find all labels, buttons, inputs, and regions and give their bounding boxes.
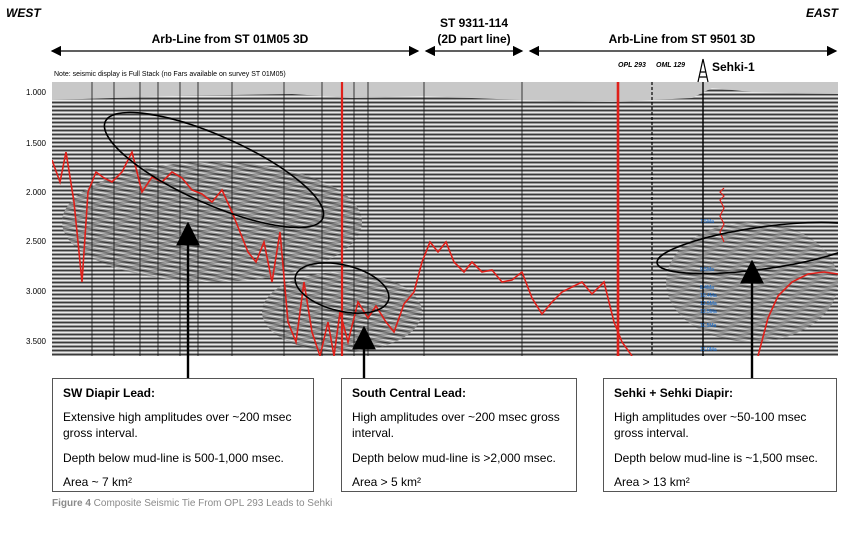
lead-box-sw-diapir: SW Diapir Lead: Extensive high amplitude…: [52, 378, 314, 492]
lead-depth-text: Depth below mud-line is ~1,500 msec.: [614, 450, 818, 465]
figure-caption: Figure 4 Composite Seismic Tie From OPL …: [52, 498, 332, 509]
lead-amplitude-text: High amplitudes over ~50-100 msec gross …: [614, 410, 807, 441]
figure-number: Figure 4: [52, 498, 91, 509]
segment-2-label-line1: ST 9311-114: [439, 16, 509, 30]
well-marker: 11.5Ma: [700, 323, 717, 329]
lead-amplitude-text: High amplitudes over ~200 msec gross int…: [352, 410, 560, 441]
lead-title: South Central Lead:: [352, 386, 467, 400]
well-marker: 7.5Ma: [700, 219, 714, 225]
well-sehki-1-label: Sehki-1: [712, 60, 755, 74]
lead-box-south-central: South Central Lead: High amplitudes over…: [341, 378, 577, 492]
segment-arrows: [50, 45, 838, 57]
lead-depth-text: Depth below mud-line is >2,000 msec.: [352, 450, 556, 465]
segment-1-label: Arb-Line from ST 01M05 3D: [151, 32, 309, 46]
well-marker: 12.0Ma: [700, 347, 717, 353]
lead-title: SW Diapir Lead:: [63, 386, 156, 400]
east-label: EAST: [805, 6, 838, 20]
y-tick-1000: 1.000: [25, 88, 46, 97]
lead-title: Sehki + Sehki Diapir:: [614, 386, 734, 400]
lead-area-text: Area > 5 km²: [352, 474, 422, 489]
well-marker: 8.4Ma: [700, 285, 714, 291]
oml-129-label: OML 129: [656, 62, 686, 69]
y-tick-2000: 2.000: [25, 188, 46, 197]
seismic-section: [52, 82, 838, 356]
y-tick-3000: 3.000: [25, 287, 46, 296]
lead-area-text: Area > 13 km²: [614, 474, 690, 489]
well-marker: 9.5Ma: [700, 267, 714, 273]
lead-area-text: Area ~ 7 km²: [63, 474, 133, 489]
well-marker: 10.4Ma: [700, 293, 717, 299]
lead-box-sehki: Sehki + Sehki Diapir: High amplitudes ov…: [603, 378, 837, 492]
y-tick-3500: 3.500: [25, 337, 46, 346]
figure-caption-text: Composite Seismic Tie From OPL 293 Leads…: [90, 498, 333, 509]
lead-amplitude-text: Extensive high amplitudes over ~200 msec…: [63, 410, 292, 441]
y-tick-1500: 1.500: [25, 139, 46, 148]
y-tick-2500: 2.500: [25, 237, 46, 246]
well-derrick-icon: [697, 58, 709, 83]
display-note: Note: seismic display is Full Stack (no …: [54, 71, 286, 78]
well-marker: 12.5Ma: [700, 301, 717, 307]
lead-depth-text: Depth below mud-line is 500-1,000 msec.: [63, 450, 284, 465]
segment-3-label: Arb-Line from ST 9501 3D: [608, 32, 756, 46]
well-marker: 13.5Ma: [700, 309, 717, 315]
opl-293-label: OPL 293: [618, 62, 646, 69]
segment-2-label-line2: (2D part line): [437, 32, 511, 46]
west-label: WEST: [6, 6, 41, 20]
